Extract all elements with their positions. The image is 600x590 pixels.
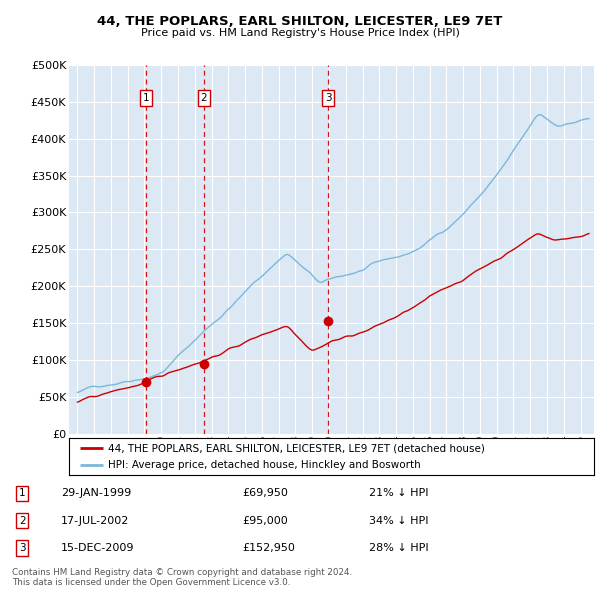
- Text: 2: 2: [200, 93, 207, 103]
- Text: 15-DEC-2009: 15-DEC-2009: [61, 543, 134, 553]
- Text: 21% ↓ HPI: 21% ↓ HPI: [369, 489, 428, 499]
- Text: £152,950: £152,950: [242, 543, 295, 553]
- Text: 17-JUL-2002: 17-JUL-2002: [61, 516, 130, 526]
- Text: 29-JAN-1999: 29-JAN-1999: [61, 489, 131, 499]
- Text: 44, THE POPLARS, EARL SHILTON, LEICESTER, LE9 7ET (detached house): 44, THE POPLARS, EARL SHILTON, LEICESTER…: [109, 443, 485, 453]
- Text: 44, THE POPLARS, EARL SHILTON, LEICESTER, LE9 7ET: 44, THE POPLARS, EARL SHILTON, LEICESTER…: [97, 15, 503, 28]
- Text: Contains HM Land Registry data © Crown copyright and database right 2024.
This d: Contains HM Land Registry data © Crown c…: [12, 568, 352, 587]
- Text: 34% ↓ HPI: 34% ↓ HPI: [369, 516, 428, 526]
- Text: 2: 2: [19, 516, 26, 526]
- Text: £69,950: £69,950: [242, 489, 288, 499]
- Text: 1: 1: [143, 93, 149, 103]
- Text: Price paid vs. HM Land Registry's House Price Index (HPI): Price paid vs. HM Land Registry's House …: [140, 28, 460, 38]
- Text: HPI: Average price, detached house, Hinckley and Bosworth: HPI: Average price, detached house, Hinc…: [109, 460, 421, 470]
- Text: 3: 3: [19, 543, 26, 553]
- Text: £95,000: £95,000: [242, 516, 288, 526]
- Text: 3: 3: [325, 93, 332, 103]
- Text: 28% ↓ HPI: 28% ↓ HPI: [369, 543, 429, 553]
- Text: 1: 1: [19, 489, 26, 499]
